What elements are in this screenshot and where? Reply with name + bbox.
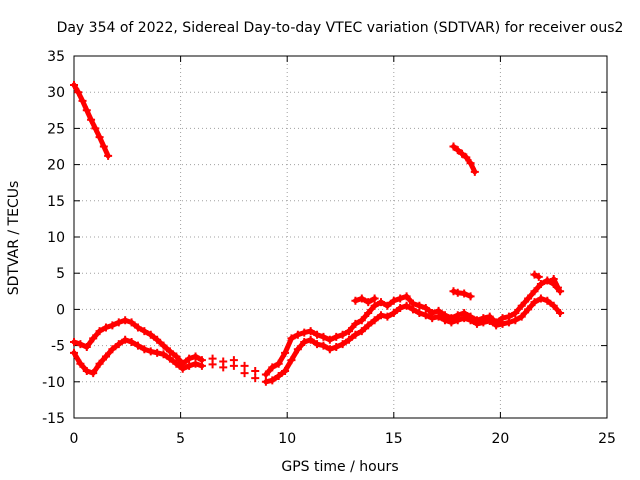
x-tick-label: 15 bbox=[385, 431, 403, 447]
data-point bbox=[556, 309, 565, 318]
y-tick-label: 30 bbox=[47, 85, 65, 101]
data-point bbox=[240, 369, 249, 378]
y-tick-label: -10 bbox=[42, 375, 65, 391]
x-tick-label: 25 bbox=[598, 431, 616, 447]
y-tick-label: 25 bbox=[47, 121, 65, 137]
series-fragments bbox=[351, 270, 562, 307]
data-point bbox=[251, 366, 260, 375]
data-point bbox=[197, 361, 206, 370]
y-tick-label: 5 bbox=[56, 266, 65, 282]
chart-title: Day 354 of 2022, Sidereal Day-to-day VTE… bbox=[57, 20, 624, 36]
data-point bbox=[466, 292, 475, 301]
data-point bbox=[370, 294, 379, 303]
grid-lines bbox=[74, 56, 607, 418]
data-point bbox=[470, 167, 479, 176]
x-tick-label: 0 bbox=[70, 431, 79, 447]
series-lower-band bbox=[70, 294, 565, 386]
data-point bbox=[104, 151, 113, 160]
data-point bbox=[534, 272, 543, 281]
series-upper-band bbox=[70, 276, 565, 379]
y-tick-label: -5 bbox=[51, 339, 65, 355]
y-tick-label: 35 bbox=[47, 49, 65, 65]
x-axis-label: GPS time / hours bbox=[281, 459, 398, 475]
data-marks bbox=[70, 80, 565, 386]
x-tick-label: 5 bbox=[176, 431, 185, 447]
data-point bbox=[208, 360, 217, 369]
y-tick-label: 15 bbox=[47, 194, 65, 210]
data-point bbox=[240, 361, 249, 370]
series-late-high-arc bbox=[449, 142, 479, 176]
axis-ticks: -15 -10 -5 0 5 10 15 20 25 30 35 0 5 10 15 20 25 bbox=[42, 49, 616, 447]
x-tick-label: 20 bbox=[491, 431, 509, 447]
x-tick-label: 10 bbox=[278, 431, 296, 447]
series-early-high-arc bbox=[70, 80, 113, 160]
y-tick-label: 10 bbox=[47, 230, 65, 246]
data-trace-segment bbox=[551, 303, 563, 316]
data-point bbox=[553, 283, 562, 292]
plot-frame bbox=[73, 55, 608, 419]
y-tick-label: -15 bbox=[42, 411, 65, 427]
y-tick-label: 20 bbox=[47, 158, 65, 174]
data-trace-segment bbox=[282, 335, 294, 356]
data-point bbox=[251, 374, 260, 383]
y-tick-label: 0 bbox=[56, 302, 65, 318]
y-axis-label: SDTVAR / TECUs bbox=[6, 181, 22, 296]
data-point bbox=[229, 361, 238, 370]
data-point bbox=[219, 363, 228, 372]
